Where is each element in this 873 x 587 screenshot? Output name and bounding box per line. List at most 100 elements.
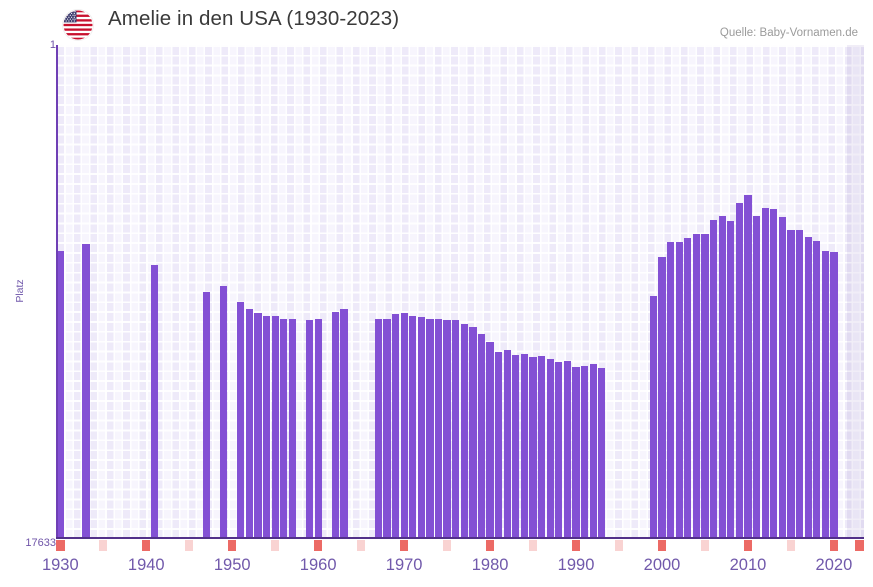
x-axis-tick-major: [313, 540, 323, 551]
bar[interactable]: [314, 319, 322, 538]
chart-plot-area: [56, 45, 864, 538]
x-axis-tick-minor: [700, 540, 710, 551]
bar[interactable]: [400, 312, 408, 538]
bar[interactable]: [202, 292, 211, 538]
bar[interactable]: [684, 237, 692, 538]
bar[interactable]: [821, 251, 829, 538]
y-axis-tick-label-top: 1: [49, 39, 56, 51]
bar[interactable]: [374, 318, 382, 538]
bar[interactable]: [555, 362, 563, 538]
bar[interactable]: [752, 215, 761, 538]
bar[interactable]: [830, 252, 838, 538]
x-axis-tick-major: [228, 540, 237, 551]
x-axis-tick-label: 2010: [729, 556, 767, 574]
bar[interactable]: [82, 244, 90, 538]
bar[interactable]: [391, 313, 400, 538]
x-axis-tick-label: 2020: [815, 556, 853, 574]
bar[interactable]: [770, 208, 778, 538]
bar[interactable]: [220, 286, 228, 538]
bar[interactable]: [546, 358, 554, 538]
y-axis-title: Platz: [14, 279, 26, 303]
bar[interactable]: [495, 351, 503, 538]
x-axis-tick-label: 1970: [385, 556, 423, 574]
page-title: Amelie in den USA (1930-2023): [108, 7, 400, 30]
x-axis-tick-label: 1990: [557, 556, 595, 574]
x-axis-tick-label: 1940: [127, 556, 165, 574]
bar[interactable]: [787, 230, 795, 538]
x-axis-tick-label: 1930: [41, 556, 79, 574]
bar[interactable]: [761, 207, 769, 538]
bar[interactable]: [778, 216, 786, 538]
bar[interactable]: [572, 366, 580, 538]
x-axis-tick-minor: [442, 540, 452, 551]
bar[interactable]: [56, 250, 64, 538]
bar[interactable]: [735, 203, 743, 538]
chart-header: Amelie in den USA (1930-2023) Quelle: Ba…: [0, 0, 873, 44]
x-axis-tick-label: 1980: [471, 556, 509, 574]
bar[interactable]: [417, 317, 425, 538]
x-axis-tick-major: [571, 540, 581, 551]
bar[interactable]: [503, 349, 511, 538]
bar[interactable]: [529, 357, 537, 538]
bar[interactable]: [460, 324, 468, 538]
bar[interactable]: [649, 296, 657, 538]
bar[interactable]: [538, 355, 546, 538]
bar[interactable]: [813, 240, 821, 538]
x-axis-line: [56, 537, 864, 539]
bar[interactable]: [701, 234, 709, 538]
bar[interactable]: [795, 230, 804, 538]
bar[interactable]: [151, 265, 159, 538]
x-axis-tick-label: 1960: [299, 556, 337, 574]
bar[interactable]: [658, 257, 666, 538]
bar[interactable]: [331, 312, 339, 538]
source-label: Quelle: Baby-Vornamen.de: [719, 27, 858, 39]
x-axis-tick-major: [142, 540, 151, 551]
y-axis-tick-label-bottom: 17633: [25, 537, 56, 549]
bar[interactable]: [288, 318, 296, 538]
bar[interactable]: [581, 365, 589, 538]
bar[interactable]: [512, 355, 520, 538]
bar[interactable]: [340, 308, 348, 538]
bar[interactable]: [589, 364, 597, 538]
bar[interactable]: [744, 194, 752, 538]
bar[interactable]: [469, 326, 477, 538]
bar[interactable]: [675, 242, 683, 538]
x-axis-tick-major: [743, 540, 753, 551]
bar[interactable]: [245, 309, 253, 538]
bar[interactable]: [271, 316, 279, 538]
bar[interactable]: [280, 319, 288, 538]
bar-series: [56, 45, 864, 538]
x-axis-tick-major: [56, 540, 65, 551]
y-axis-line: [56, 45, 58, 538]
bar[interactable]: [452, 320, 460, 538]
bar[interactable]: [666, 242, 675, 538]
bar[interactable]: [443, 320, 451, 538]
x-axis-tick-minor: [270, 540, 280, 551]
bar[interactable]: [262, 315, 271, 538]
bar[interactable]: [237, 301, 245, 538]
bar[interactable]: [598, 368, 606, 538]
bar[interactable]: [305, 319, 314, 538]
bar[interactable]: [254, 313, 262, 538]
x-axis-tick-minor: [99, 540, 108, 551]
x-axis-tick-major: [657, 540, 667, 551]
x-axis-tick-minor: [185, 540, 194, 551]
bar[interactable]: [692, 233, 700, 538]
bar[interactable]: [383, 319, 391, 538]
bar[interactable]: [426, 319, 434, 538]
bar[interactable]: [409, 316, 417, 538]
bar[interactable]: [563, 360, 572, 538]
bar[interactable]: [718, 216, 726, 538]
bar[interactable]: [520, 353, 529, 538]
x-axis-tick-minor: [786, 540, 796, 551]
bar[interactable]: [804, 237, 812, 538]
bar[interactable]: [434, 318, 443, 538]
x-axis-tick-minor: [614, 540, 624, 551]
bar[interactable]: [709, 220, 718, 538]
x-axis-tick-minor: [356, 540, 366, 551]
bar[interactable]: [727, 220, 735, 538]
x-axis-tick-major: [829, 540, 839, 551]
bar[interactable]: [477, 333, 486, 538]
bar[interactable]: [486, 342, 494, 538]
x-axis-tick-minor: [528, 540, 538, 551]
